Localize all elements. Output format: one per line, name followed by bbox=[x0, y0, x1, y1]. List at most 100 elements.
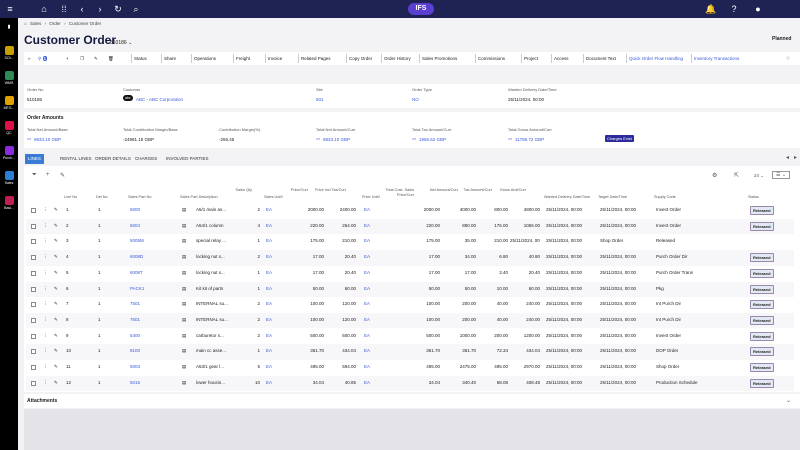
column-header[interactable]: Sales UoM bbox=[264, 195, 283, 199]
document-icon[interactable]: ▤ bbox=[182, 316, 187, 322]
table-cell[interactable]: PACK1 bbox=[130, 285, 145, 291]
document-icon[interactable]: ▤ bbox=[182, 269, 187, 275]
row-checkbox[interactable] bbox=[31, 317, 36, 323]
filter-badge[interactable]: ⚲ 1 bbox=[38, 56, 48, 61]
table-row[interactable]: ⋮ ✎ 3 1 5005M special relay ... 1 EA 175.00 210.0… bbox=[26, 234, 794, 250]
table-cell[interactable]: 5400 bbox=[130, 332, 141, 338]
page-size-selector[interactable]: 24 ⌄ bbox=[754, 173, 765, 178]
column-header[interactable]: Sales Part No bbox=[128, 195, 152, 199]
table-cell[interactable]: EA bbox=[266, 254, 273, 260]
row-edit-icon[interactable]: ✎ bbox=[54, 364, 58, 369]
row-edit-icon[interactable]: ✎ bbox=[54, 285, 58, 291]
add-icon[interactable]: + bbox=[66, 56, 69, 61]
amount-field-value[interactable]: 1956.62 GBP bbox=[419, 137, 447, 142]
row-menu-icon[interactable]: ⋮ bbox=[43, 285, 48, 291]
favorite-icon[interactable]: ♡ bbox=[786, 56, 791, 61]
table-cell[interactable]: 5003 bbox=[130, 364, 141, 369]
toolbar-button-status[interactable]: Status bbox=[134, 56, 147, 61]
grid-add-row-icon[interactable]: + bbox=[46, 172, 50, 178]
table-cell[interactable]: 7501 bbox=[130, 301, 141, 307]
column-header[interactable]: Target Date/Time bbox=[598, 195, 627, 199]
table-cell[interactable]: EA bbox=[364, 316, 371, 322]
row-checkbox[interactable] bbox=[31, 349, 36, 355]
row-edit-icon[interactable]: ✎ bbox=[54, 348, 58, 354]
header-field-value[interactable]: ABC - ABC Corporation bbox=[136, 97, 184, 102]
table-cell[interactable]: EA bbox=[364, 269, 371, 275]
document-icon[interactable]: ▤ bbox=[182, 222, 187, 228]
row-checkbox[interactable] bbox=[31, 239, 36, 245]
document-icon[interactable]: ▤ bbox=[182, 238, 187, 244]
row-menu-icon[interactable]: ⋮ bbox=[43, 316, 48, 322]
table-cell[interactable]: EA bbox=[364, 379, 371, 385]
order-id-selector[interactable]: 510186 ⌄ bbox=[110, 40, 133, 46]
tab-charges[interactable]: CHARGES bbox=[135, 156, 158, 161]
table-cell[interactable]: 5005M bbox=[130, 238, 144, 244]
sidebar-item-6[interactable]: Basi... bbox=[0, 196, 18, 210]
toolbar-button-project[interactable]: Project bbox=[524, 56, 539, 61]
breadcrumb-item-sales[interactable]: Sales bbox=[29, 21, 42, 26]
table-cell[interactable]: EA bbox=[364, 222, 371, 228]
toolbar-button-inventory-transactions[interactable]: Inventory Transactions bbox=[694, 56, 740, 61]
notifications-bell-icon[interactable]: 🔔 bbox=[705, 4, 717, 14]
toolbar-button-sales-promotions[interactable]: Sales Promotions bbox=[422, 56, 458, 61]
table-row[interactable]: ⋮ ✎ 10 1 8100 main cc asse... 1 EA 361.70 434.04 E… bbox=[26, 344, 794, 360]
table-cell[interactable]: EA bbox=[266, 348, 273, 354]
document-icon[interactable]: ▤ bbox=[182, 364, 187, 369]
table-row[interactable]: ⋮ ✎ 11 1 5003 A53/1 gear l... 5 EA 495.00 594.00 E… bbox=[26, 360, 794, 376]
help-icon[interactable]: ? bbox=[731, 4, 737, 14]
table-cell[interactable]: 5000 bbox=[130, 207, 141, 212]
breadcrumb-item-order[interactable]: Order bbox=[49, 21, 61, 26]
grid-filter-icon[interactable]: ⏷ bbox=[32, 172, 37, 178]
document-icon[interactable]: ▤ bbox=[182, 254, 187, 260]
table-cell[interactable]: EA bbox=[266, 269, 273, 275]
table-cell[interactable]: 7601 bbox=[130, 316, 141, 322]
user-profile-icon[interactable]: ● bbox=[755, 4, 761, 14]
table-cell[interactable]: EA bbox=[266, 222, 273, 228]
sidebar-item-3[interactable]: QC bbox=[0, 121, 18, 135]
row-checkbox[interactable] bbox=[31, 255, 36, 261]
toolbar-button-freight[interactable]: Freight bbox=[236, 56, 251, 61]
table-cell[interactable]: EA bbox=[364, 207, 371, 212]
sidebar-item-0[interactable]: SOI... bbox=[0, 46, 18, 60]
grid-settings-icon[interactable]: ⚙ bbox=[712, 173, 718, 179]
row-menu-icon[interactable]: ⋮ bbox=[43, 348, 48, 354]
column-header[interactable]: Sales Part Description bbox=[180, 195, 218, 199]
table-row[interactable]: ⋮ ✎ 12 1 5015 lower housin... 10 EA 34.04 40.85 EA… bbox=[26, 375, 794, 392]
row-edit-icon[interactable]: ✎ bbox=[54, 238, 58, 244]
sidebar-item-5[interactable]: Sales bbox=[0, 171, 18, 185]
row-edit-icon[interactable]: ✎ bbox=[54, 379, 58, 385]
table-cell[interactable]: EA bbox=[364, 238, 371, 244]
amount-field-value[interactable]: 9833.10 GBP bbox=[323, 137, 351, 142]
sidebar-item-2[interactable]: MFG... bbox=[0, 96, 18, 110]
toolbar-button-commissions[interactable]: Commissions bbox=[478, 56, 506, 61]
tabs-prev-icon[interactable]: ◂ bbox=[786, 155, 790, 161]
row-menu-icon[interactable]: ⋮ bbox=[43, 238, 48, 244]
column-header[interactable]: Gross Amt/Curr bbox=[499, 188, 526, 192]
attachments-expand-icon[interactable]: ⌄ bbox=[786, 398, 792, 404]
table-row[interactable]: ⋮ ✎ 7 1 7501 INTERNAL su... 2 EA 100.00 120.00 EA 1… bbox=[26, 297, 794, 313]
delete-icon[interactable]: 🗑 bbox=[108, 56, 114, 61]
table-row[interactable]: ⋮ ✎ 8 1 7601 INTERNAL su... 2 EA 100.00 120.00 EA 1… bbox=[26, 312, 794, 329]
table-cell[interactable]: EA bbox=[266, 316, 273, 322]
toolbar-button-access[interactable]: Access bbox=[554, 56, 569, 61]
table-cell[interactable]: EA bbox=[266, 379, 273, 385]
document-icon[interactable]: ▤ bbox=[182, 332, 187, 338]
charges-exist-button[interactable]: Charges Exist bbox=[605, 135, 634, 142]
search-icon[interactable]: ⌕ bbox=[133, 4, 139, 14]
column-header[interactable]: Tax Amount/Curr bbox=[463, 188, 492, 192]
row-menu-icon[interactable]: ⋮ bbox=[43, 364, 48, 369]
toolbar-button-quick-order-flow-handling[interactable]: Quick Order Flow Handling bbox=[629, 56, 684, 61]
row-edit-icon[interactable]: ✎ bbox=[54, 316, 58, 322]
document-icon[interactable]: ▤ bbox=[182, 285, 187, 291]
row-edit-icon[interactable]: ✎ bbox=[54, 332, 58, 338]
tab-lines[interactable]: LINES bbox=[25, 154, 45, 164]
table-cell[interactable]: EA bbox=[364, 364, 371, 369]
bookmark-icon[interactable]: ▮ bbox=[7, 24, 11, 30]
row-menu-icon[interactable]: ⋮ bbox=[43, 379, 48, 385]
toolbar-button-copy-order[interactable]: Copy Order bbox=[349, 56, 373, 61]
table-cell[interactable]: EA bbox=[364, 301, 371, 307]
row-menu-icon[interactable]: ⋮ bbox=[43, 222, 48, 228]
home-icon[interactable]: ⌂ bbox=[41, 4, 47, 14]
forward-icon[interactable]: › bbox=[98, 4, 102, 14]
table-cell[interactable]: 6008D bbox=[130, 254, 144, 260]
